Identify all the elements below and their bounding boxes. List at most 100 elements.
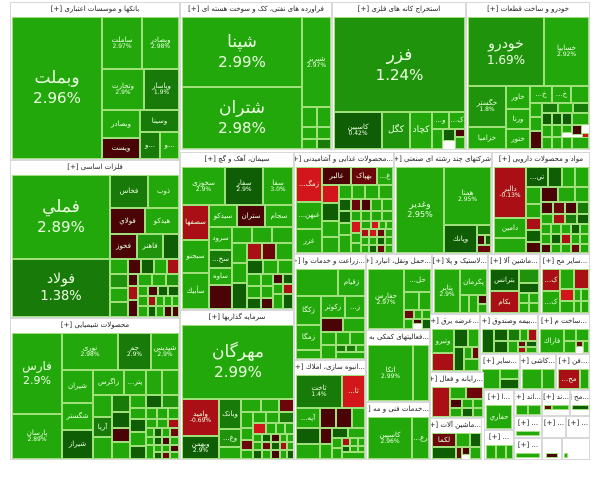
sector-basic-metals[interactable]: فلزات اساسی [+] فملي 2.89% فولاد 1.38% فخا…	[10, 160, 180, 318]
tile[interactable]	[154, 428, 162, 437]
tile[interactable]	[321, 332, 336, 345]
tile[interactable]	[477, 245, 491, 253]
tile-foolad[interactable]: فولاد 1.38%	[12, 259, 110, 317]
sector-title[interactable]: ...ند [+]	[543, 391, 569, 404]
tile[interactable]	[544, 405, 552, 410]
sector-small-8[interactable]: ... [+]	[566, 416, 590, 438]
tile[interactable]	[278, 260, 293, 274]
tile[interactable]	[138, 296, 148, 306]
tile[interactable]	[302, 107, 317, 127]
tile[interactable]	[156, 306, 164, 317]
tile[interactable]: شگستر	[62, 403, 93, 430]
sector-small-1[interactable]: ...ا [+] حفاري	[484, 390, 514, 430]
tile[interactable]	[385, 245, 393, 253]
sector-title[interactable]: ...حمل ونقل، انبارد [+]	[367, 255, 431, 268]
tile[interactable]	[253, 423, 266, 434]
sector-small-3[interactable]: ...ند [+]	[542, 390, 570, 416]
sector-title[interactable]: محصولات شیمیایی [+]	[11, 319, 179, 332]
tile[interactable]	[271, 434, 280, 442]
tile[interactable]	[553, 202, 565, 214]
sector-small-9[interactable]: ... [+]	[514, 438, 542, 460]
tile[interactable]: دامین	[494, 218, 526, 238]
tile[interactable]	[352, 408, 365, 428]
tile[interactable]: فاهنر	[137, 234, 163, 259]
tile[interactable]: سصفها	[182, 205, 209, 240]
tile[interactable]	[571, 244, 580, 253]
tile[interactable]	[170, 437, 179, 445]
sector-small-10[interactable]	[542, 438, 562, 460]
tile[interactable]	[454, 347, 464, 371]
sector-chemicals[interactable]: محصولات شیمیایی [+] فارس 2.9% پارسان 2.89%…	[10, 318, 180, 460]
sector-multi-industry[interactable]: شرکتهای چند رشته ای صنعتی [+] وغدیر 2.95%…	[394, 152, 492, 254]
tile[interactable]	[576, 341, 583, 347]
tile[interactable]	[262, 434, 271, 442]
tile[interactable]	[551, 234, 561, 244]
tile[interactable]	[296, 350, 321, 359]
tile[interactable]	[560, 289, 574, 301]
tile[interactable]	[572, 137, 589, 149]
tile[interactable]	[379, 221, 386, 229]
tile[interactable]	[526, 218, 541, 230]
tile[interactable]	[572, 125, 582, 135]
tile[interactable]	[377, 237, 385, 245]
tile[interactable]: وپانك	[444, 225, 477, 253]
tile[interactable]	[526, 230, 541, 242]
tile[interactable]: کاسپین 0.42%	[334, 112, 382, 149]
tile[interactable]	[553, 214, 565, 224]
tile[interactable]	[280, 450, 287, 459]
tile[interactable]	[482, 329, 494, 353]
tile[interactable]	[413, 345, 429, 401]
sector-title[interactable]: ...فن [+]	[557, 355, 589, 368]
sector-title[interactable]: ... [+]	[515, 417, 541, 430]
tile[interactable]	[361, 245, 369, 253]
tile[interactable]	[526, 341, 537, 347]
tile[interactable]	[141, 259, 154, 274]
tile[interactable]	[496, 445, 506, 459]
sector-investment[interactable]: سرمایه گذاریها [+] مهرگان 2.99% وامید -0.6…	[180, 310, 294, 460]
tile[interactable]	[519, 269, 539, 283]
tile[interactable]	[280, 442, 287, 450]
tile[interactable]	[450, 387, 466, 399]
tile[interactable]	[351, 221, 361, 233]
tile[interactable]	[322, 237, 339, 253]
tile[interactable]: زمگا	[296, 325, 321, 350]
tile[interactable]: وغدیر 2.95%	[396, 167, 444, 253]
tile[interactable]	[530, 117, 542, 131]
sector-banks[interactable]: بانکها و موسسات اعتباری [+] وبملت 2.96% س…	[10, 2, 180, 160]
tile[interactable]	[478, 295, 487, 304]
sector-small-2[interactable]: ...اند [+]	[514, 390, 542, 416]
tile[interactable]	[469, 295, 478, 313]
tile[interactable]	[546, 453, 558, 458]
tile[interactable]	[541, 214, 553, 224]
tile[interactable]	[386, 221, 393, 229]
tile[interactable]	[508, 341, 518, 353]
tile[interactable]	[321, 345, 336, 359]
tile[interactable]	[450, 408, 462, 417]
tile[interactable]	[580, 224, 589, 234]
tile[interactable]	[361, 229, 369, 237]
sector-title[interactable]: ...ماشین آلات [+]	[431, 419, 481, 432]
tile[interactable]: حفاري	[486, 405, 512, 429]
tile[interactable]	[343, 318, 365, 332]
tile[interactable]	[520, 329, 528, 341]
tile[interactable]	[571, 234, 580, 244]
tile[interactable]	[560, 269, 574, 289]
sector-title[interactable]: ...لاستیک و پلا [+]	[433, 255, 487, 268]
tile[interactable]: شیراز	[62, 430, 93, 459]
tile[interactable]: وتجارت 2.9%	[102, 69, 144, 110]
tile[interactable]	[154, 445, 162, 452]
tile[interactable]	[336, 332, 350, 345]
tile[interactable]	[148, 286, 158, 296]
tile[interactable]	[580, 244, 589, 253]
tile[interactable]	[552, 137, 562, 149]
tile[interactable]: ...ک	[449, 112, 465, 129]
tile[interactable]	[485, 235, 491, 245]
tile[interactable]: حفارس 2.97%	[368, 269, 404, 329]
tile[interactable]	[564, 453, 568, 458]
tile[interactable]	[506, 445, 513, 459]
sector-title[interactable]: خودرو و ساخت قطعات [+]	[467, 3, 589, 16]
tile[interactable]: خسایپا 2.92%	[544, 17, 589, 86]
tile[interactable]: ختور	[506, 129, 530, 149]
tile[interactable]	[146, 437, 154, 445]
sector-title[interactable]: سیمان، آهک و گچ [+]	[181, 153, 293, 166]
